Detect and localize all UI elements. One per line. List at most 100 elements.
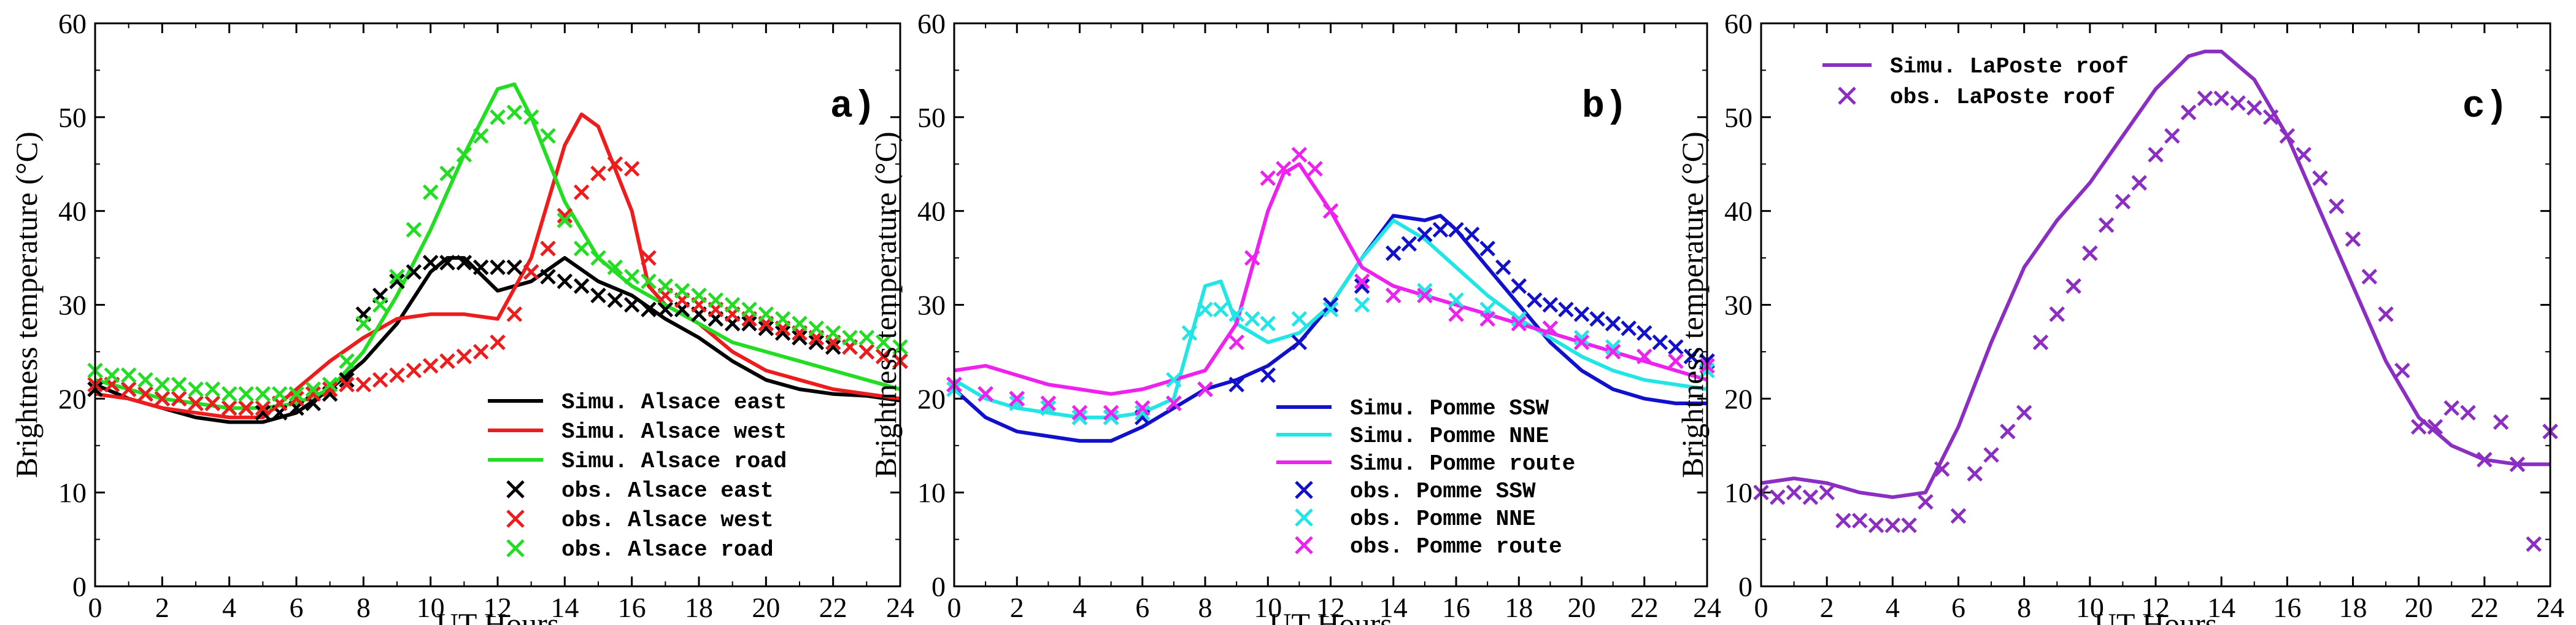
data-point <box>641 301 657 317</box>
x-tick-label: 12 <box>2142 592 2170 623</box>
data-point <box>288 386 304 402</box>
data-point <box>1166 371 1182 388</box>
data-point <box>1950 508 1967 524</box>
data-point <box>540 268 556 285</box>
data-point <box>1134 400 1151 416</box>
y-tick-label: 0 <box>931 571 946 602</box>
series-markers-6 <box>87 104 908 402</box>
data-point <box>1786 484 1802 500</box>
data-point <box>1668 353 1684 369</box>
data-point <box>305 381 322 397</box>
data-point <box>1291 147 1308 163</box>
y-tick-label: 20 <box>58 383 87 414</box>
x-axis-label: UT Hours <box>1269 607 1392 625</box>
legend-marker-swatch <box>1295 508 1313 527</box>
data-point <box>774 325 791 341</box>
data-point <box>2197 90 2213 107</box>
data-point <box>1573 330 1590 346</box>
data-point <box>204 395 221 411</box>
data-point <box>623 268 640 285</box>
y-tick-label: 0 <box>72 571 87 602</box>
legend-entry: obs. Pomme route <box>1350 534 1562 559</box>
data-point <box>271 386 288 402</box>
data-point <box>1463 227 1480 243</box>
data-point <box>221 400 237 416</box>
data-point <box>1432 222 1449 238</box>
data-point <box>456 254 472 271</box>
data-point <box>188 381 204 397</box>
x-tick-label: 14 <box>550 592 579 623</box>
data-point <box>120 367 137 383</box>
x-tick-label: 20 <box>1568 592 1596 623</box>
x-tick-label: 8 <box>2017 592 2031 623</box>
data-point <box>1354 278 1370 294</box>
data-point <box>825 339 841 355</box>
data-point <box>1479 241 1495 257</box>
data-point <box>1918 494 1934 510</box>
data-point <box>607 292 623 308</box>
x-tick-label: 4 <box>1073 592 1087 623</box>
data-point <box>137 371 153 388</box>
data-point <box>1244 250 1260 266</box>
data-point <box>322 376 338 393</box>
data-point <box>1901 517 1917 534</box>
x-tick-label: 14 <box>1379 592 1408 623</box>
data-point <box>255 400 271 416</box>
data-point <box>1213 301 1229 317</box>
legend-marker-swatch <box>506 480 525 499</box>
data-point <box>372 371 388 388</box>
legend-entry: Simu. Alsace west <box>561 419 787 444</box>
panel-label: b) <box>1582 85 1627 128</box>
legend-entry: Simu. Pomme NNE <box>1350 424 1549 449</box>
data-point <box>490 334 506 351</box>
data-point <box>355 376 372 393</box>
x-tick-label: 16 <box>618 592 646 623</box>
x-tick-label: 22 <box>2470 592 2499 623</box>
data-point <box>607 156 623 173</box>
data-point <box>1621 320 1637 336</box>
series-line-3 <box>94 82 901 410</box>
data-point <box>2526 536 2542 552</box>
data-point <box>2016 405 2032 421</box>
data-point <box>1260 367 1276 383</box>
x-tick-label: 24 <box>2536 592 2564 623</box>
data-point <box>2148 147 2164 163</box>
data-point <box>2477 451 2493 468</box>
x-tick-label: 0 <box>88 592 102 623</box>
legend-marker-swatch <box>1295 481 1313 499</box>
y-tick-label: 10 <box>58 477 87 508</box>
data-point <box>1573 306 1590 322</box>
x-tick-label: 12 <box>484 592 512 623</box>
data-point <box>1636 348 1652 365</box>
data-point <box>288 390 304 407</box>
data-point <box>439 254 455 271</box>
y-tick-label: 50 <box>917 102 946 133</box>
data-point <box>2246 99 2262 116</box>
data-point <box>2460 405 2476 421</box>
data-point <box>858 344 875 360</box>
data-point <box>238 386 254 402</box>
data-point <box>2082 245 2098 262</box>
data-point <box>557 212 573 228</box>
x-tick-label: 2 <box>1820 592 1834 623</box>
data-point <box>1134 405 1151 421</box>
data-point <box>1511 278 1527 294</box>
data-point <box>573 278 590 294</box>
data-point <box>389 367 405 383</box>
x-tick-label: 20 <box>2405 592 2433 623</box>
data-point <box>1385 287 1402 303</box>
data-point <box>1573 334 1590 351</box>
legend-entry: obs. Pomme NNE <box>1350 507 1535 532</box>
data-point <box>674 282 690 299</box>
data-point <box>1040 400 1057 416</box>
data-point <box>2345 231 2361 247</box>
data-point <box>1819 484 1835 500</box>
data-point <box>171 376 187 393</box>
x-tick-label: 24 <box>1693 592 1721 623</box>
data-point <box>1401 236 1417 252</box>
data-point <box>372 297 388 313</box>
data-point <box>623 161 640 177</box>
series-line-1 <box>94 256 901 424</box>
